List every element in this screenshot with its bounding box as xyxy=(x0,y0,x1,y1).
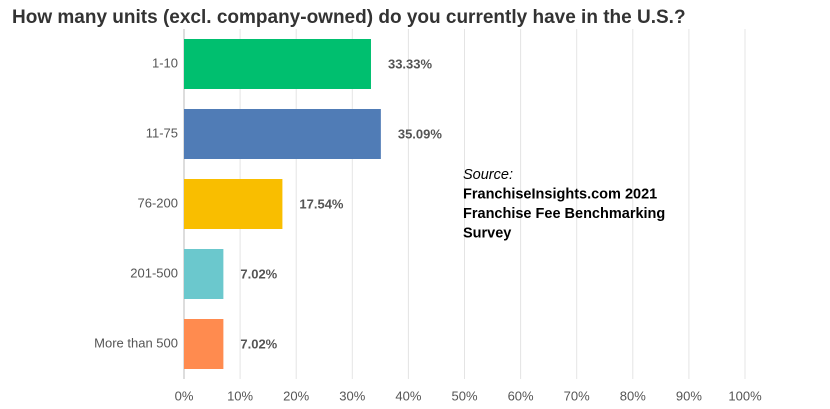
value-label: 7.02% xyxy=(240,266,277,281)
y-tick-label: 201-500 xyxy=(130,265,178,280)
y-tick-label: 1-10 xyxy=(152,55,178,70)
source-note: Survey xyxy=(463,225,511,241)
x-tick-label: 30% xyxy=(339,388,365,403)
x-tick-label: 20% xyxy=(283,388,309,403)
value-label: 35.09% xyxy=(398,126,443,141)
x-tick-label: 80% xyxy=(620,388,646,403)
value-label: 33.33% xyxy=(388,56,433,71)
source-note: Source: xyxy=(463,167,513,183)
source-note: Franchise Fee Benchmarking xyxy=(463,206,665,222)
value-label: 7.02% xyxy=(240,336,277,351)
source-note: FranchiseInsights.com 2021 xyxy=(463,186,657,202)
x-tick-label: 40% xyxy=(395,388,421,403)
x-tick-label: 100% xyxy=(728,388,762,403)
chart-title: How many units (excl. company-owned) do … xyxy=(12,7,686,28)
x-tick-label: 10% xyxy=(227,388,253,403)
y-tick-label: More than 500 xyxy=(94,335,178,350)
x-tick-label: 0% xyxy=(175,388,194,403)
value-label: 17.54% xyxy=(299,196,344,211)
bar xyxy=(184,39,371,89)
bar xyxy=(184,319,224,369)
y-tick-label: 11-75 xyxy=(146,125,178,140)
x-tick-label: 50% xyxy=(451,388,477,403)
bar xyxy=(184,109,381,159)
bar xyxy=(184,249,224,299)
x-tick-label: 70% xyxy=(564,388,590,403)
y-tick-label: 76-200 xyxy=(138,195,178,210)
x-tick-label: 60% xyxy=(508,388,534,403)
bar xyxy=(184,179,283,229)
x-tick-label: 90% xyxy=(676,388,702,403)
